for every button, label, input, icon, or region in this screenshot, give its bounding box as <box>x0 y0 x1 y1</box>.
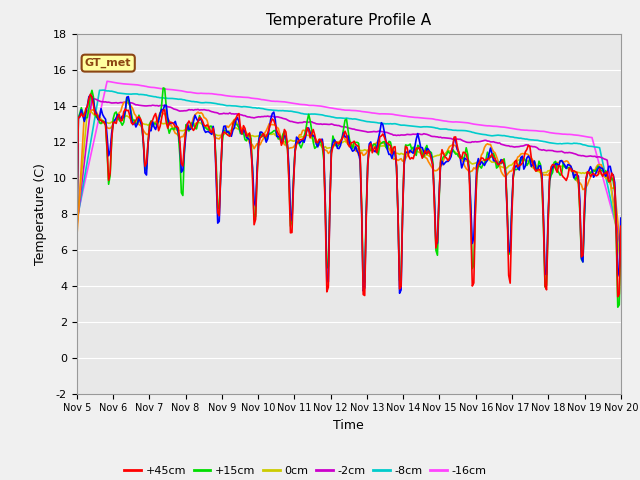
-16cm <box>312 103 320 108</box>
Line: 0cm: 0cm <box>77 111 621 265</box>
-8cm <box>255 105 262 111</box>
+30cm <box>86 92 94 98</box>
0cm <box>255 133 262 139</box>
+5cm <box>122 99 129 105</box>
+15cm <box>614 304 621 310</box>
+30cm <box>237 128 244 133</box>
-8cm <box>312 111 320 117</box>
-16cm <box>73 216 81 222</box>
X-axis label: Time: Time <box>333 419 364 432</box>
-2cm <box>73 224 81 229</box>
0cm <box>237 127 244 132</box>
+45cm <box>264 130 271 136</box>
+5cm <box>312 137 320 143</box>
-2cm <box>237 112 244 118</box>
Title: Temperature Profile A: Temperature Profile A <box>266 13 431 28</box>
0cm <box>84 108 92 114</box>
-2cm <box>255 114 262 120</box>
-16cm <box>255 96 262 102</box>
+30cm <box>396 290 403 296</box>
-16cm <box>617 240 625 246</box>
Line: +5cm: +5cm <box>77 102 621 254</box>
-16cm <box>264 97 271 103</box>
0cm <box>73 225 81 230</box>
+15cm <box>140 142 147 147</box>
+15cm <box>617 231 625 237</box>
-8cm <box>100 87 108 93</box>
-16cm <box>103 78 111 84</box>
-8cm <box>73 220 81 226</box>
-16cm <box>237 94 244 100</box>
Line: +15cm: +15cm <box>77 88 621 307</box>
+15cm <box>159 85 167 91</box>
Text: GT_met: GT_met <box>85 58 131 68</box>
+45cm <box>141 163 149 169</box>
+30cm <box>141 170 149 176</box>
-2cm <box>312 121 320 127</box>
Legend: +45cm, +30cm, +15cm, +5cm, 0cm, -2cm, -8cm, -16cm: +45cm, +30cm, +15cm, +5cm, 0cm, -2cm, -8… <box>120 462 491 480</box>
+45cm <box>86 91 94 97</box>
Line: -2cm: -2cm <box>77 98 621 252</box>
-8cm <box>264 107 271 112</box>
+5cm <box>588 171 596 177</box>
+5cm <box>255 142 262 147</box>
-2cm <box>588 154 596 159</box>
+15cm <box>73 235 81 241</box>
+15cm <box>312 144 320 150</box>
-8cm <box>237 104 244 109</box>
+15cm <box>237 131 244 136</box>
0cm <box>264 132 271 138</box>
+45cm <box>588 171 596 177</box>
-16cm <box>141 84 149 89</box>
+30cm <box>312 141 320 147</box>
-2cm <box>88 95 96 101</box>
0cm <box>312 139 320 145</box>
-8cm <box>141 92 149 98</box>
0cm <box>141 121 149 127</box>
+15cm <box>588 168 596 174</box>
Y-axis label: Temperature (C): Temperature (C) <box>35 163 47 264</box>
+5cm <box>141 130 149 136</box>
-8cm <box>617 245 625 251</box>
Line: -16cm: -16cm <box>77 81 621 243</box>
Line: +45cm: +45cm <box>77 94 621 297</box>
+30cm <box>264 136 271 142</box>
+45cm <box>617 223 625 229</box>
+15cm <box>255 138 262 144</box>
-8cm <box>588 144 596 149</box>
+45cm <box>73 234 81 240</box>
+30cm <box>617 215 625 221</box>
+5cm <box>617 252 625 257</box>
Line: -8cm: -8cm <box>77 90 621 248</box>
Line: +30cm: +30cm <box>77 95 621 293</box>
+30cm <box>255 139 262 144</box>
+15cm <box>264 133 271 139</box>
0cm <box>588 168 596 174</box>
+45cm <box>255 141 262 146</box>
+45cm <box>312 139 320 145</box>
-2cm <box>617 249 625 254</box>
+45cm <box>614 294 621 300</box>
-2cm <box>141 103 149 109</box>
-16cm <box>588 135 596 141</box>
-2cm <box>264 113 271 119</box>
+30cm <box>589 174 597 180</box>
+5cm <box>237 124 244 130</box>
+5cm <box>264 124 271 130</box>
+30cm <box>73 237 81 243</box>
0cm <box>617 263 625 268</box>
+45cm <box>237 126 244 132</box>
+5cm <box>73 236 81 241</box>
